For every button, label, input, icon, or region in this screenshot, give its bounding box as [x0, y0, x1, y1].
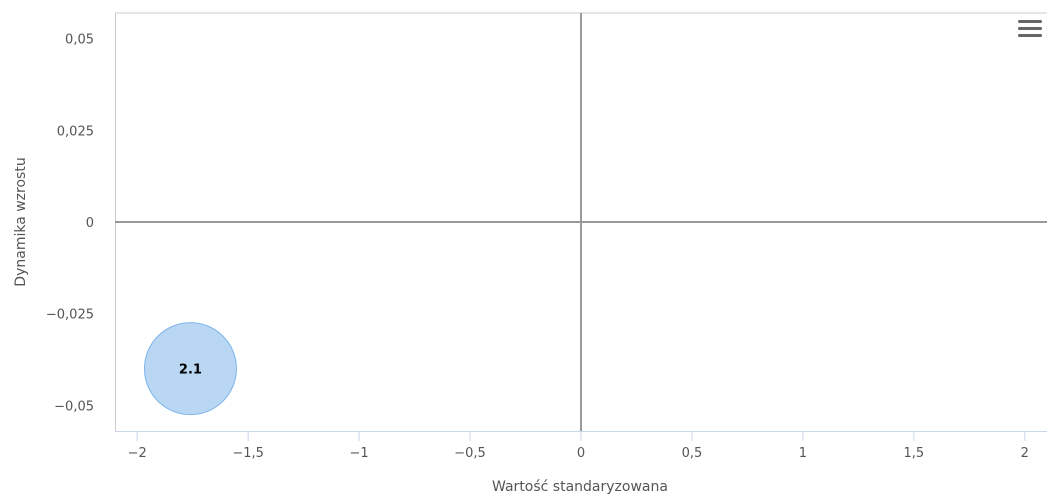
data-bubble-label: 2.1: [179, 363, 202, 378]
y-tick-label: 0: [86, 216, 94, 231]
x-tick-label: 0,5: [682, 446, 703, 461]
hamburger-menu-icon[interactable]: [1018, 20, 1042, 42]
y-tick-label: 0,025: [57, 124, 94, 139]
x-tick-label: 2: [1021, 446, 1029, 461]
x-tick-label: −1,5: [232, 446, 264, 461]
x-tick-label: 1,5: [904, 446, 925, 461]
y-tick-label: 0,05: [65, 33, 94, 48]
x-tick-label: −0,5: [454, 446, 486, 461]
data-bubble: [143, 322, 237, 416]
x-axis-title: Wartość standaryzowana: [492, 479, 668, 495]
x-tick-label: 1: [799, 446, 807, 461]
y-tick-label: −0,025: [46, 308, 94, 323]
x-tick-label: −2: [128, 446, 147, 461]
x-tick-label: 0: [577, 446, 585, 461]
x-tick-label: −1: [350, 446, 369, 461]
y-tick-label: −0,05: [54, 399, 94, 414]
y-axis-title: Dynamika wzrostu: [13, 157, 29, 286]
